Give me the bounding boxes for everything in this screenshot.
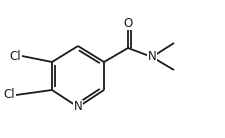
Text: N: N xyxy=(147,51,156,63)
Text: N: N xyxy=(73,100,82,113)
Text: O: O xyxy=(123,17,132,30)
Text: Cl: Cl xyxy=(9,50,21,63)
Text: Cl: Cl xyxy=(3,88,15,102)
